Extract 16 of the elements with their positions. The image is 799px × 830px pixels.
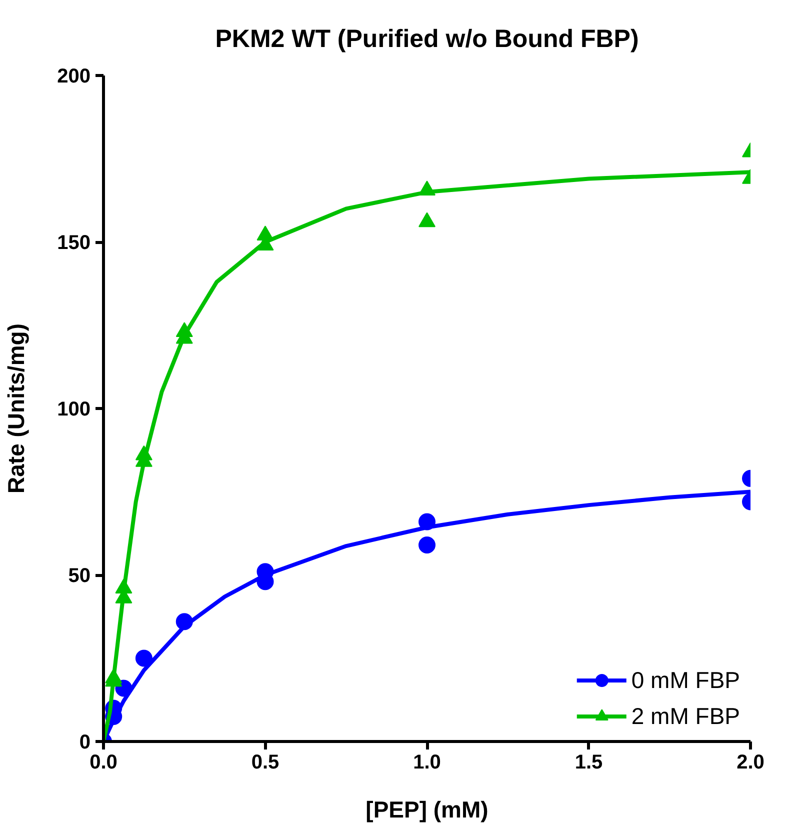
x-tick-label: 2.0: [736, 752, 764, 774]
y-axis-title: Rate (Units/mg): [3, 324, 30, 494]
y-tick-label: 100: [57, 398, 91, 420]
y-tick-label: 200: [57, 66, 91, 88]
point: [135, 650, 152, 667]
x-tick-label: 1.5: [574, 752, 603, 774]
legend-label: 2 mM FBP: [631, 702, 740, 730]
x-axis-title: [PEP] (mM): [366, 796, 488, 822]
y-tick-label: 0: [79, 732, 90, 754]
x-tick-label: 0.5: [251, 752, 280, 774]
y-tick-label: 150: [57, 232, 91, 254]
chart-title: PKM2 WT (Purified w/o Bound FBP): [215, 25, 639, 53]
x-tick-label: 0.0: [90, 752, 118, 774]
y-tick-label: 50: [68, 565, 91, 587]
legend-label: 0 mM FBP: [631, 666, 740, 694]
x-tick-label: 1.0: [413, 752, 441, 774]
